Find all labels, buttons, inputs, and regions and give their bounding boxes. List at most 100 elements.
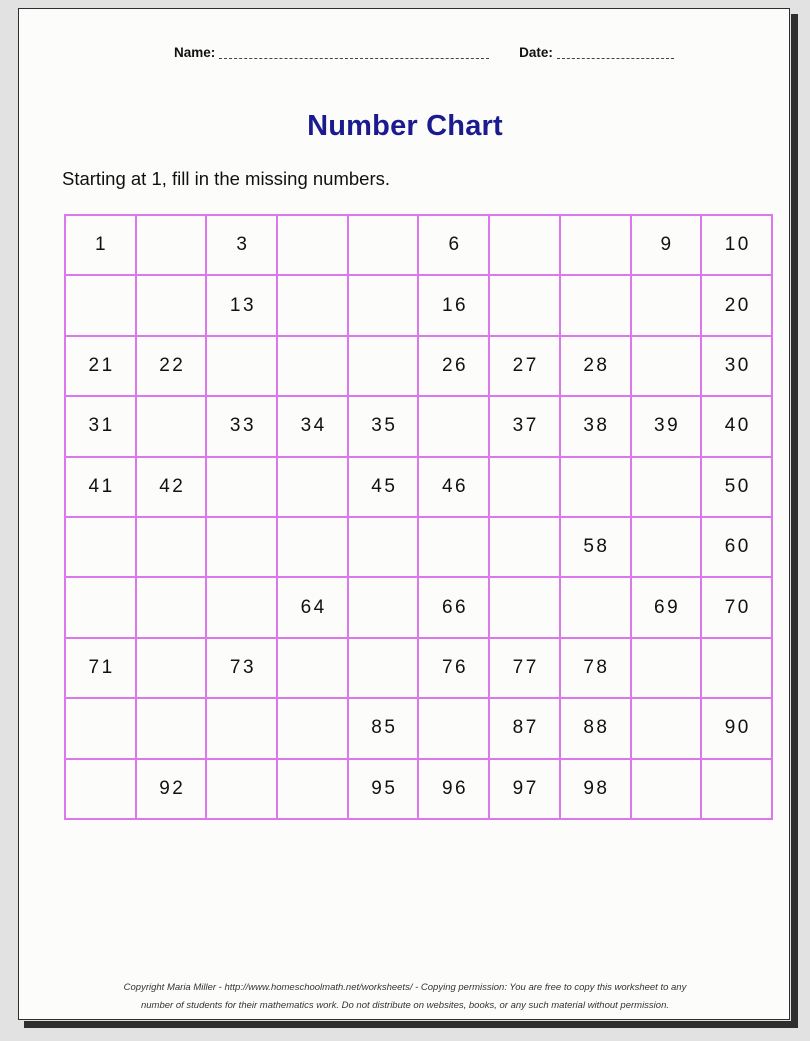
number-cell-blank[interactable]	[134, 274, 208, 337]
number-cell-filled: 78	[558, 636, 632, 700]
copyright-footer: Copyright Maria Miller - http://www.home…	[55, 979, 755, 1014]
number-cell-blank[interactable]	[346, 515, 420, 579]
number-cell-blank[interactable]	[558, 455, 632, 518]
number-cell-blank[interactable]	[276, 515, 349, 579]
number-cell-filled: 71	[64, 636, 137, 700]
number-cell-blank[interactable]	[629, 515, 703, 579]
number-cell-blank[interactable]	[205, 757, 279, 820]
number-cell-filled: 60	[700, 515, 773, 579]
number-chart-grid: 1 3 6 9 10 13 16 20 21 22 26 27 28 30 31 33 34 35 37 38 39 40…	[64, 213, 773, 820]
number-cell-filled: 73	[205, 636, 279, 700]
number-cell-filled: 16	[417, 274, 491, 337]
number-cell-filled: 45	[346, 455, 420, 518]
page-title: Number Chart	[307, 110, 503, 142]
number-cell-blank[interactable]	[205, 697, 279, 760]
number-cell-filled: 96	[417, 757, 491, 820]
number-cell-blank[interactable]	[700, 757, 773, 820]
number-cell-blank[interactable]	[276, 334, 349, 398]
number-cell-blank[interactable]	[346, 576, 420, 639]
number-cell-blank[interactable]	[700, 636, 773, 700]
number-cell-filled: 37	[488, 395, 561, 458]
number-cell-blank[interactable]	[488, 455, 561, 518]
number-cell-filled: 95	[346, 757, 420, 820]
number-cell-filled: 85	[346, 697, 420, 760]
number-cell-blank[interactable]	[417, 697, 491, 760]
number-cell-blank[interactable]	[276, 697, 349, 760]
number-cell-filled: 98	[558, 757, 632, 820]
number-cell-blank[interactable]	[629, 274, 703, 337]
number-cell-blank[interactable]	[276, 274, 349, 337]
number-cell-blank[interactable]	[134, 395, 208, 458]
page-shadow-right	[791, 14, 798, 1021]
number-cell-blank[interactable]	[276, 213, 349, 277]
number-cell-blank[interactable]	[64, 697, 137, 760]
number-chart-row: 1 3 6 9 10	[64, 213, 773, 277]
number-cell-filled: 58	[558, 515, 632, 579]
number-cell-filled: 46	[417, 455, 491, 518]
worksheet-page: Name: Date: Number Chart Starting at 1, …	[18, 8, 790, 1020]
number-cell-filled: 20	[700, 274, 773, 337]
footer-line-2: number of students for their mathematics…	[140, 999, 669, 1011]
number-cell-filled: 66	[417, 576, 491, 639]
number-cell-blank[interactable]	[488, 213, 561, 277]
number-cell-blank[interactable]	[346, 213, 420, 277]
number-cell-filled: 6	[417, 213, 491, 277]
number-cell-filled: 35	[346, 395, 420, 458]
number-cell-filled: 90	[700, 697, 773, 760]
number-cell-blank[interactable]	[488, 576, 561, 639]
number-cell-blank[interactable]	[205, 515, 279, 579]
number-cell-blank[interactable]	[205, 455, 279, 518]
number-cell-filled: 39	[629, 395, 703, 458]
date-label: Date:	[519, 44, 553, 60]
number-cell-blank[interactable]	[488, 515, 561, 579]
number-cell-blank[interactable]	[629, 757, 703, 820]
date-write-line[interactable]	[556, 46, 674, 59]
number-cell-filled: 64	[276, 576, 349, 639]
footer-line-1: Copyright Maria Miller - http://www.home…	[123, 982, 687, 993]
number-cell-filled: 9	[629, 213, 703, 277]
number-cell-filled: 50	[700, 455, 773, 518]
number-cell-blank[interactable]	[629, 455, 703, 518]
number-cell-blank[interactable]	[64, 757, 137, 820]
number-cell-filled: 26	[417, 334, 491, 398]
number-cell-blank[interactable]	[64, 274, 137, 337]
number-cell-blank[interactable]	[205, 576, 279, 639]
number-cell-blank[interactable]	[629, 636, 703, 700]
number-cell-blank[interactable]	[558, 213, 632, 277]
number-cell-blank[interactable]	[629, 697, 703, 760]
number-cell-filled: 27	[488, 334, 561, 398]
number-cell-filled: 40	[700, 395, 773, 458]
number-cell-filled: 10	[700, 213, 773, 277]
number-cell-blank[interactable]	[417, 395, 491, 458]
number-cell-filled: 88	[558, 697, 632, 760]
number-cell-blank[interactable]	[417, 515, 491, 579]
number-cell-filled: 92	[134, 757, 208, 820]
number-cell-filled: 31	[64, 395, 137, 458]
number-cell-blank[interactable]	[276, 455, 349, 518]
number-cell-filled: 1	[64, 213, 137, 277]
number-cell-blank[interactable]	[276, 757, 349, 820]
number-cell-blank[interactable]	[558, 576, 632, 639]
name-write-line[interactable]	[219, 46, 490, 59]
number-cell-filled: 3	[205, 213, 279, 277]
number-cell-blank[interactable]	[134, 636, 208, 700]
number-cell-blank[interactable]	[346, 636, 420, 700]
instruction-line: Starting at 1, fill in the missing numbe…	[62, 168, 391, 189]
number-cell-blank[interactable]	[134, 576, 208, 639]
number-cell-blank[interactable]	[346, 274, 420, 337]
number-cell-blank[interactable]	[64, 515, 137, 579]
number-cell-blank[interactable]	[346, 334, 420, 398]
number-cell-blank[interactable]	[629, 334, 703, 398]
number-cell-blank[interactable]	[558, 274, 632, 337]
number-chart-row: 64 66 69 70	[64, 576, 773, 639]
number-cell-blank[interactable]	[205, 334, 279, 398]
number-cell-blank[interactable]	[488, 274, 561, 337]
number-cell-blank[interactable]	[134, 213, 208, 277]
number-cell-filled: 76	[417, 636, 491, 700]
number-cell-blank[interactable]	[64, 576, 137, 639]
number-cell-blank[interactable]	[276, 636, 349, 700]
number-cell-blank[interactable]	[134, 697, 208, 760]
number-cell-blank[interactable]	[134, 515, 208, 579]
number-cell-filled: 22	[134, 334, 208, 398]
number-cell-filled: 33	[205, 395, 279, 458]
